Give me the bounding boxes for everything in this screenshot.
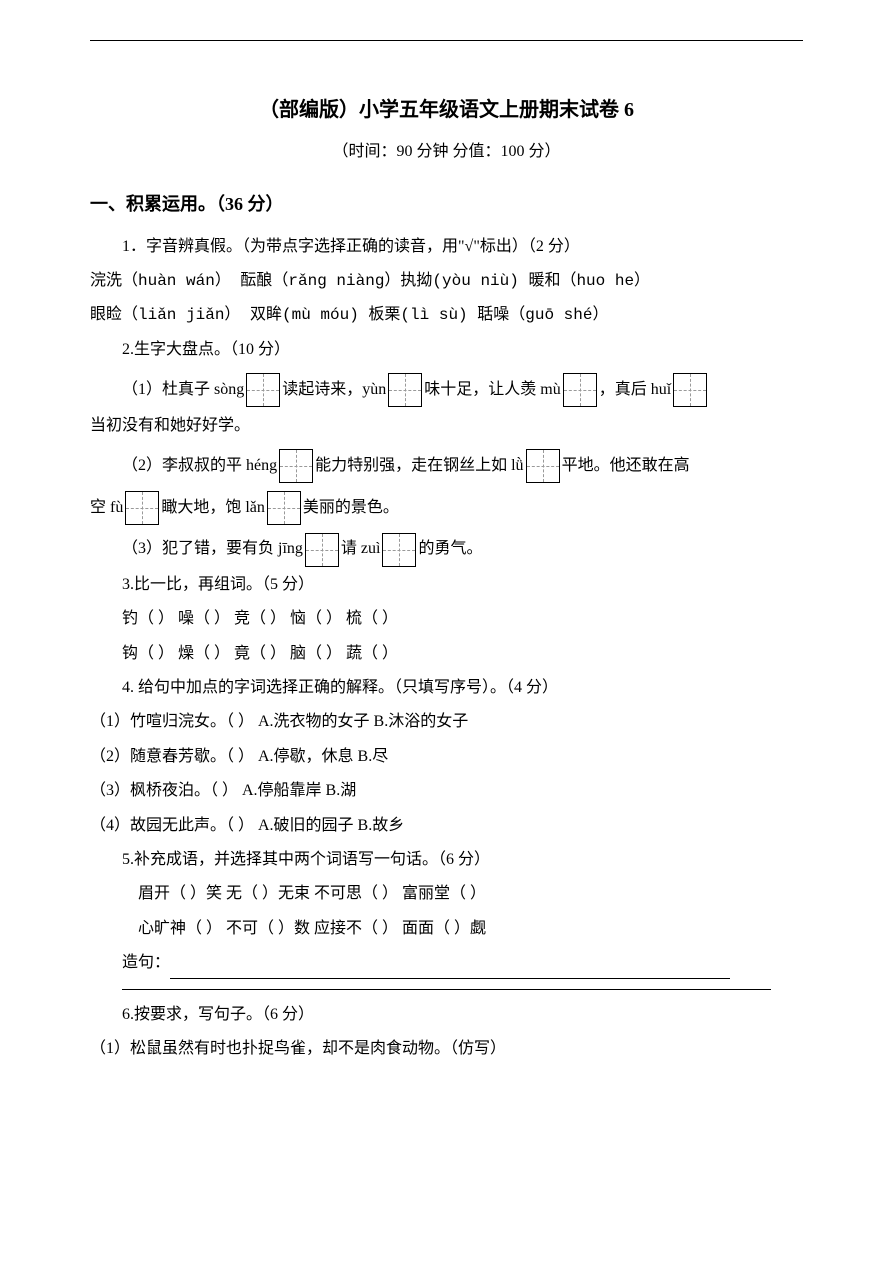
text: 美丽的景色。	[303, 499, 399, 516]
char-box[interactable]	[382, 533, 416, 567]
q1-line2: 眼睑（liǎn jiǎn） 双眸(mù móu) 板栗(lì sù) 聒噪（gu…	[90, 300, 803, 330]
q6-prompt: 6.按要求，写句子。（6 分）	[90, 1000, 803, 1030]
q5-row2: 心旷神（ ） 不可（ ）数 应接不（ ） 面面（ ）觑	[90, 914, 803, 944]
q4-item1: （1）竹喧归浣女。（ ） A.洗衣物的女子 B.沐浴的女子	[90, 707, 803, 737]
q2-prompt: 2.生字大盘点。（10 分）	[90, 335, 803, 365]
char-box[interactable]	[563, 373, 597, 407]
q5-prompt: 5.补充成语，并选择其中两个词语写一句话。（6 分）	[90, 845, 803, 875]
text: 空 fù	[90, 499, 123, 516]
text: 的勇气。	[418, 540, 482, 557]
q2-item1-line2: 当初没有和她好好学。	[90, 411, 803, 441]
text: 瞰大地，饱 lǎn	[161, 499, 265, 516]
text: ，真后 huǐ	[599, 381, 671, 398]
q4-item4: （4）故园无此声。（ ） A.破旧的园子 B.故乡	[90, 811, 803, 841]
answer-line[interactable]	[170, 959, 730, 978]
text: （2）李叔叔的平 héng	[122, 457, 277, 474]
char-box[interactable]	[279, 449, 313, 483]
text: 读起诗来，yùn	[282, 381, 386, 398]
char-box[interactable]	[267, 491, 301, 525]
text: 能力特别强，走在钢丝上如 lǜ	[315, 457, 523, 474]
q4-item2: （2）随意春芳歇。（ ） A.停歇，休息 B.尽	[90, 742, 803, 772]
make-label: 造句：	[122, 954, 170, 971]
page-title: （部编版）小学五年级语文上册期末试卷 6	[90, 91, 803, 129]
page-subtitle: （时间：90 分钟 分值：100 分）	[90, 137, 803, 167]
char-box[interactable]	[673, 373, 707, 407]
q5-make-sentence: 造句：	[90, 948, 803, 978]
q6-item1: （1）松鼠虽然有时也扑捉鸟雀，却不是肉食动物。（仿写）	[90, 1034, 803, 1064]
q1-prompt: 1．字音辨真假。（为带点字选择正确的读音，用"√"标出）（2 分）	[90, 232, 803, 262]
char-box[interactable]	[526, 449, 560, 483]
text: （1）杜真子 sòng	[122, 381, 244, 398]
text: 请 zuì	[341, 540, 381, 557]
q2-item2-line1: （2）李叔叔的平 héng 能力特别强，走在钢丝上如 lǜ 平地。他还敢在高	[90, 445, 803, 487]
char-box[interactable]	[246, 373, 280, 407]
text: 味十足，让人羡 mù	[424, 381, 560, 398]
top-rule	[90, 40, 803, 41]
text: 平地。他还敢在高	[562, 457, 690, 474]
q3-row1: 钓（ ） 噪（ ） 竞（ ） 恼（ ） 梳（ ）	[90, 604, 803, 634]
char-box[interactable]	[388, 373, 422, 407]
answer-line[interactable]	[122, 989, 771, 990]
q4-item3: （3）枫桥夜泊。（ ） A.停船靠岸 B.湖	[90, 776, 803, 806]
char-box[interactable]	[305, 533, 339, 567]
q1-line1: 浣洗（huàn wán） 酝酿（rǎng niàng）执拗(yòu niù) 暖…	[90, 266, 803, 296]
q5-row1: 眉开（ ）笑 无（ ）无束 不可思（ ） 富丽堂（ ）	[90, 879, 803, 909]
q4-prompt: 4. 给句中加点的字词选择正确的解释。（只填写序号）。（4 分）	[90, 673, 803, 703]
text: （3）犯了错，要有负 jīng	[122, 540, 303, 557]
q3-row2: 钩（ ） 燥（ ） 竟（ ） 脑（ ） 蔬（ ）	[90, 639, 803, 669]
section-header: 一、积累运用。（36 分）	[90, 187, 803, 221]
q2-item3: （3）犯了错，要有负 jīng 请 zuì 的勇气。	[90, 528, 803, 570]
q3-prompt: 3.比一比，再组词。（5 分）	[90, 570, 803, 600]
char-box[interactable]	[125, 491, 159, 525]
q2-item1-line1: （1）杜真子 sòng 读起诗来，yùn 味十足，让人羡 mù ，真后 huǐ	[90, 369, 803, 411]
q2-item2-line2: 空 fù 瞰大地，饱 lǎn 美丽的景色。	[90, 487, 803, 529]
